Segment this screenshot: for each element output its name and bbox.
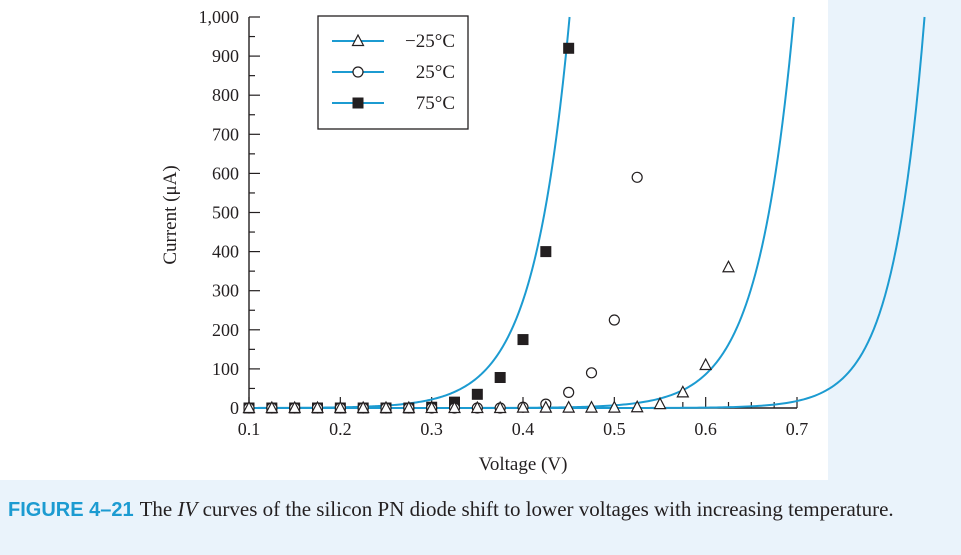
y-tick-label: 0 xyxy=(230,398,239,418)
data-point-triangle xyxy=(288,400,302,414)
figure-caption: FIGURE 4–21 The IV curves of the silicon … xyxy=(8,496,956,524)
x-tick-label: 0.5 xyxy=(603,419,626,439)
markers-group xyxy=(242,42,735,414)
legend-label-triangle: −25°C xyxy=(405,31,455,52)
data-point-triangle xyxy=(311,400,324,414)
x-tick-label: 0.1 xyxy=(238,419,261,439)
data-point-circle xyxy=(608,314,620,326)
data-point-triangle xyxy=(676,385,690,398)
y-tick-label: 700 xyxy=(212,124,239,144)
y-tick-label: 300 xyxy=(212,281,239,301)
data-point-square xyxy=(494,372,506,384)
data-point-triangle xyxy=(356,400,370,414)
data-point-circle xyxy=(631,171,643,183)
data-point-circle xyxy=(563,386,575,398)
data-point-square xyxy=(540,246,552,258)
x-axis-title: Voltage (V) xyxy=(479,454,568,475)
data-point-triangle xyxy=(722,259,735,273)
caption-text-after: curves of the silicon PN diode shift to … xyxy=(197,497,894,521)
y-tick-label: 200 xyxy=(212,320,239,340)
data-point-triangle xyxy=(516,400,530,413)
data-point-triangle xyxy=(607,400,621,413)
data-point-triangle xyxy=(630,399,644,413)
legend: −25°C 25°C 75°C xyxy=(317,15,469,130)
legend-marker-triangle xyxy=(351,33,365,47)
legend-marker-square xyxy=(352,97,364,109)
data-point-triangle xyxy=(379,400,393,414)
data-point-triangle xyxy=(653,396,667,410)
x-tick-label: 0.3 xyxy=(420,419,443,439)
caption-italic-iv: IV xyxy=(177,497,198,521)
data-point-triangle xyxy=(333,400,347,414)
data-point-triangle xyxy=(242,400,256,414)
data-point-triangle xyxy=(493,400,507,414)
x-tick-label: 0.4 xyxy=(512,419,535,439)
data-point-triangle xyxy=(585,400,598,413)
data-point-triangle xyxy=(699,357,713,371)
data-point-circle xyxy=(585,367,598,379)
data-point-square xyxy=(471,388,483,400)
figure-label: FIGURE 4–21 xyxy=(8,499,134,521)
legend-label-circle: 25°C xyxy=(416,62,455,83)
axes-group: 0 100 200 300 400 500 600 700 800 900 1,000 0.1 0.2 0… xyxy=(199,7,809,439)
data-point-triangle xyxy=(448,400,461,414)
iv-chart: 0 100 200 300 400 500 600 700 800 900 1,000 0.1 0.2 0… xyxy=(0,0,926,480)
data-point-triangle xyxy=(470,400,484,414)
data-point-triangle xyxy=(402,400,416,414)
y-tick-label: 800 xyxy=(212,85,239,105)
y-tick-label: 1,000 xyxy=(199,7,240,27)
y-tick-label: 900 xyxy=(212,46,239,66)
y-axis-title: Current (μA) xyxy=(160,165,181,264)
y-tick-label: 400 xyxy=(212,242,239,262)
legend-marker-circle xyxy=(352,66,364,78)
legend-label-square: 75°C xyxy=(416,93,455,114)
y-tick-label: 500 xyxy=(212,203,239,223)
data-point-triangle xyxy=(265,400,279,414)
data-point-triangle xyxy=(562,400,576,413)
data-point-triangle xyxy=(539,400,553,413)
data-point-square xyxy=(563,42,575,54)
x-tick-label: 0.7 xyxy=(786,419,809,439)
y-tick-label: 100 xyxy=(212,359,239,379)
y-tick-label: 600 xyxy=(212,163,239,183)
data-point-square xyxy=(517,334,529,346)
data-point-triangle xyxy=(425,400,439,414)
x-tick-label: 0.6 xyxy=(694,419,717,439)
caption-text-before: The xyxy=(139,497,178,521)
x-tick-label: 0.2 xyxy=(329,419,352,439)
